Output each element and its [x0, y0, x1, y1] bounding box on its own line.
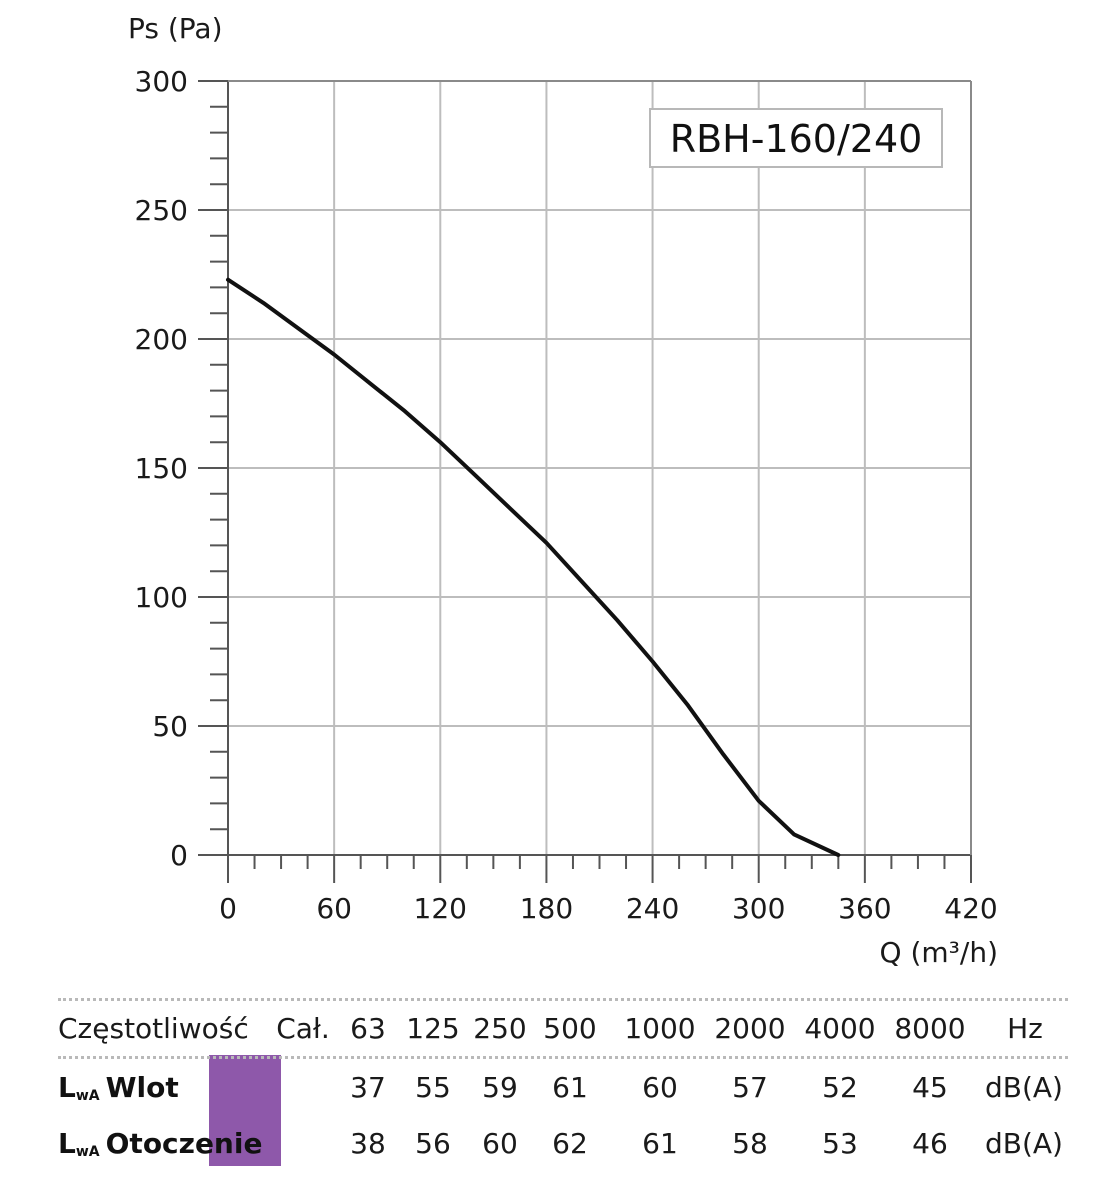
total-value: 67 [285, 1126, 321, 1160]
freq-header: 8000 [894, 1012, 966, 1045]
freq-header: 63 [350, 1012, 386, 1045]
y-tick-label: 50 [152, 710, 188, 743]
frequency-header: Częstotliwość [58, 1012, 249, 1045]
x-tick-label: 240 [626, 892, 679, 925]
freq-header: 500 [543, 1012, 597, 1045]
total-column-highlight [209, 1055, 281, 1166]
y-tick-label: 250 [135, 194, 188, 227]
x-tick-label: 300 [732, 892, 785, 925]
band-value: 57 [732, 1070, 768, 1104]
freq-header: 4000 [804, 1012, 876, 1045]
band-value: 38 [350, 1126, 386, 1160]
band-value: 60 [642, 1070, 678, 1104]
band-value: 60 [482, 1126, 518, 1160]
model-label: RBH-160/240 [670, 117, 923, 161]
band-value: 55 [415, 1070, 451, 1104]
row-name: Wlot [105, 1070, 179, 1104]
x-tick-label: 420 [944, 892, 997, 925]
band-value: 62 [552, 1126, 588, 1160]
band-value: 61 [552, 1070, 588, 1104]
freq-header: 2000 [714, 1012, 786, 1045]
symbol-sub: wA [75, 1144, 100, 1160]
freq-header: 1000 [624, 1012, 696, 1045]
table-top-divider [58, 998, 1068, 1001]
band-value: 59 [482, 1070, 518, 1104]
curve-layer [226, 277, 841, 857]
band-value: 45 [912, 1070, 948, 1104]
model-label-box [649, 108, 943, 168]
tick-labels: 0 60 120 180 240 300 360 420 0 50 100 150 200 250 300 [135, 65, 998, 925]
x-axis-label: Q (m³/h) [880, 936, 998, 969]
y-tick-label: 150 [135, 452, 188, 485]
band-value: 58 [732, 1126, 768, 1160]
row-unit: dB(A) [985, 1070, 1063, 1104]
table-header-divider [58, 1056, 1068, 1059]
band-value: 56 [415, 1126, 451, 1160]
total-value: 66 [285, 1070, 321, 1104]
minor-ticks [198, 80, 972, 883]
band-value: 52 [822, 1070, 858, 1104]
band-value: 46 [912, 1126, 948, 1160]
x-tick-label: 180 [520, 892, 573, 925]
unit-header: Hz [1007, 1012, 1043, 1045]
x-tick-label: 120 [414, 892, 467, 925]
y-axis-label: Ps (Pa) [128, 12, 223, 45]
performance-curve [226, 277, 841, 857]
row-name: Otoczenie [105, 1126, 263, 1160]
symbol-main: L [58, 1126, 76, 1160]
x-tick-label: 360 [838, 892, 891, 925]
x-tick-label: 60 [316, 892, 352, 925]
table-header-row: Częstotliwość Cał. 63 125 250 500 1000 2… [58, 1001, 1068, 1056]
x-tick-label: 0 [219, 892, 237, 925]
chart-grid [198, 80, 972, 856]
band-value: 61 [642, 1126, 678, 1160]
freq-header: 250 [473, 1012, 527, 1045]
symbol-sub: wA [75, 1088, 100, 1104]
performance-chart: 0 60 120 180 240 300 360 420050100150200250300 … [128, 12, 998, 969]
symbol-main: L [58, 1070, 76, 1104]
row-unit: dB(A) [985, 1126, 1063, 1160]
freq-header: 125 [406, 1012, 460, 1045]
sound-power-table: Częstotliwość Cał. 63 125 250 500 1000 2… [58, 998, 1068, 1171]
band-value: 53 [822, 1126, 858, 1160]
y-tick-label: 300 [135, 65, 188, 98]
y-tick-label: 0 [170, 839, 188, 872]
y-tick-label: 100 [135, 581, 188, 614]
total-header: Cał. [276, 1012, 330, 1045]
band-value: 37 [350, 1070, 386, 1104]
y-tick-label: 200 [135, 323, 188, 356]
